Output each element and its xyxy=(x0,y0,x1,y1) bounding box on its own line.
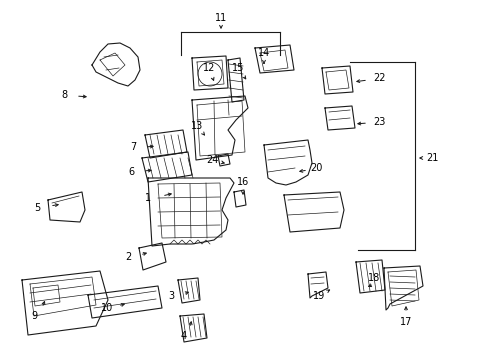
Text: 13: 13 xyxy=(191,121,203,131)
Text: 17: 17 xyxy=(400,317,412,327)
Text: 16: 16 xyxy=(237,177,249,187)
Text: 20: 20 xyxy=(310,163,322,173)
Text: 21: 21 xyxy=(426,153,438,163)
Text: 6: 6 xyxy=(128,167,134,177)
Text: 12: 12 xyxy=(203,63,215,73)
Text: 11: 11 xyxy=(215,13,227,23)
Text: 1: 1 xyxy=(145,193,151,203)
Text: 7: 7 xyxy=(130,142,136,152)
Text: 10: 10 xyxy=(101,303,113,313)
Text: 9: 9 xyxy=(31,311,37,321)
Text: 19: 19 xyxy=(313,291,325,301)
Text: 15: 15 xyxy=(232,63,244,73)
Text: 2: 2 xyxy=(125,252,131,262)
Text: 4: 4 xyxy=(181,331,187,341)
Text: 18: 18 xyxy=(368,273,380,283)
Text: 14: 14 xyxy=(258,48,270,58)
Text: 5: 5 xyxy=(34,203,40,213)
Text: 3: 3 xyxy=(168,291,174,301)
Text: 8: 8 xyxy=(61,90,67,100)
Text: 23: 23 xyxy=(373,117,385,127)
Text: 22: 22 xyxy=(373,73,385,83)
Text: 24: 24 xyxy=(206,155,218,165)
